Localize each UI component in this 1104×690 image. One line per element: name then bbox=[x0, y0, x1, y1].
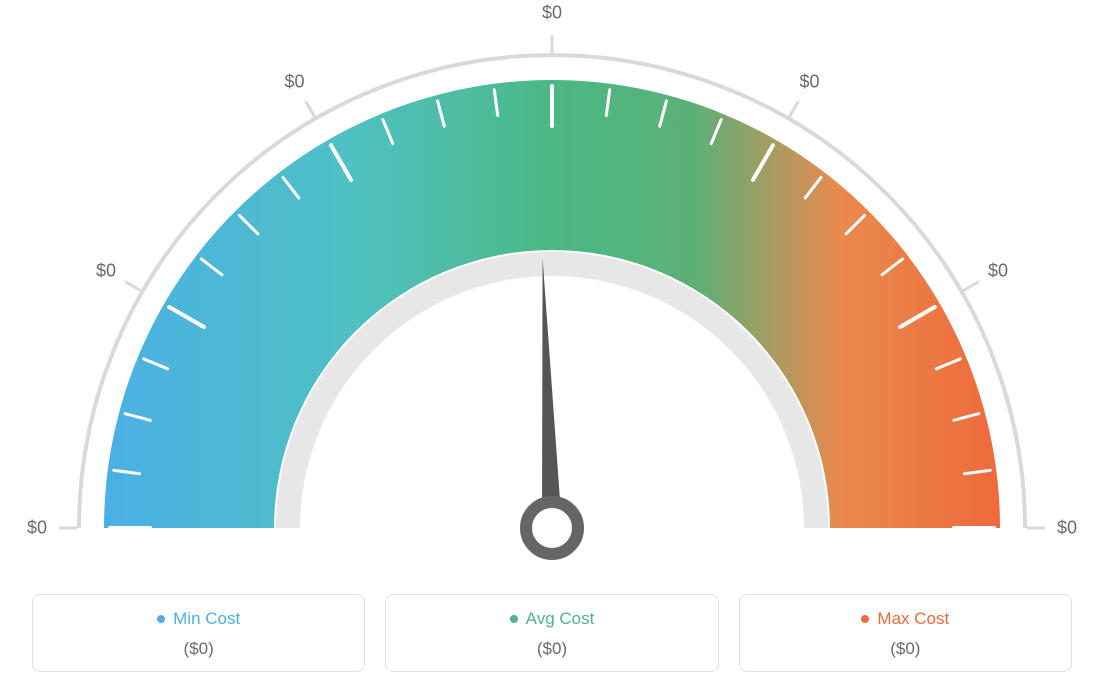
legend-value-max: ($0) bbox=[750, 639, 1061, 659]
legend-row: Min Cost ($0) Avg Cost ($0) Max Cost ($0… bbox=[32, 594, 1072, 672]
gauge-area: $0 $0 $0 $0 $0 $0 $0 bbox=[0, 0, 1104, 560]
gauge-svg bbox=[0, 0, 1104, 580]
scale-label: $0 bbox=[27, 518, 47, 539]
scale-label: $0 bbox=[799, 71, 819, 92]
legend-dot-max bbox=[861, 615, 869, 623]
scale-label: $0 bbox=[284, 71, 304, 92]
legend-title-avg: Avg Cost bbox=[510, 609, 595, 629]
scale-label: $0 bbox=[988, 260, 1008, 281]
scale-label: $0 bbox=[542, 3, 562, 24]
legend-dot-avg bbox=[510, 615, 518, 623]
legend-card-max: Max Cost ($0) bbox=[739, 594, 1072, 672]
gauge-chart-container: $0 $0 $0 $0 $0 $0 $0 Min Cost ($0) Avg Cost ($… bbox=[0, 0, 1104, 690]
scale-label: $0 bbox=[96, 260, 116, 281]
legend-value-min: ($0) bbox=[43, 639, 354, 659]
legend-card-min: Min Cost ($0) bbox=[32, 594, 365, 672]
legend-label-max: Max Cost bbox=[877, 609, 949, 629]
legend-value-avg: ($0) bbox=[396, 639, 707, 659]
legend-dot-min bbox=[157, 615, 165, 623]
legend-card-avg: Avg Cost ($0) bbox=[385, 594, 718, 672]
legend-label-min: Min Cost bbox=[173, 609, 240, 629]
legend-title-max: Max Cost bbox=[861, 609, 949, 629]
scale-label: $0 bbox=[1057, 518, 1077, 539]
legend-label-avg: Avg Cost bbox=[526, 609, 595, 629]
legend-title-min: Min Cost bbox=[157, 609, 240, 629]
